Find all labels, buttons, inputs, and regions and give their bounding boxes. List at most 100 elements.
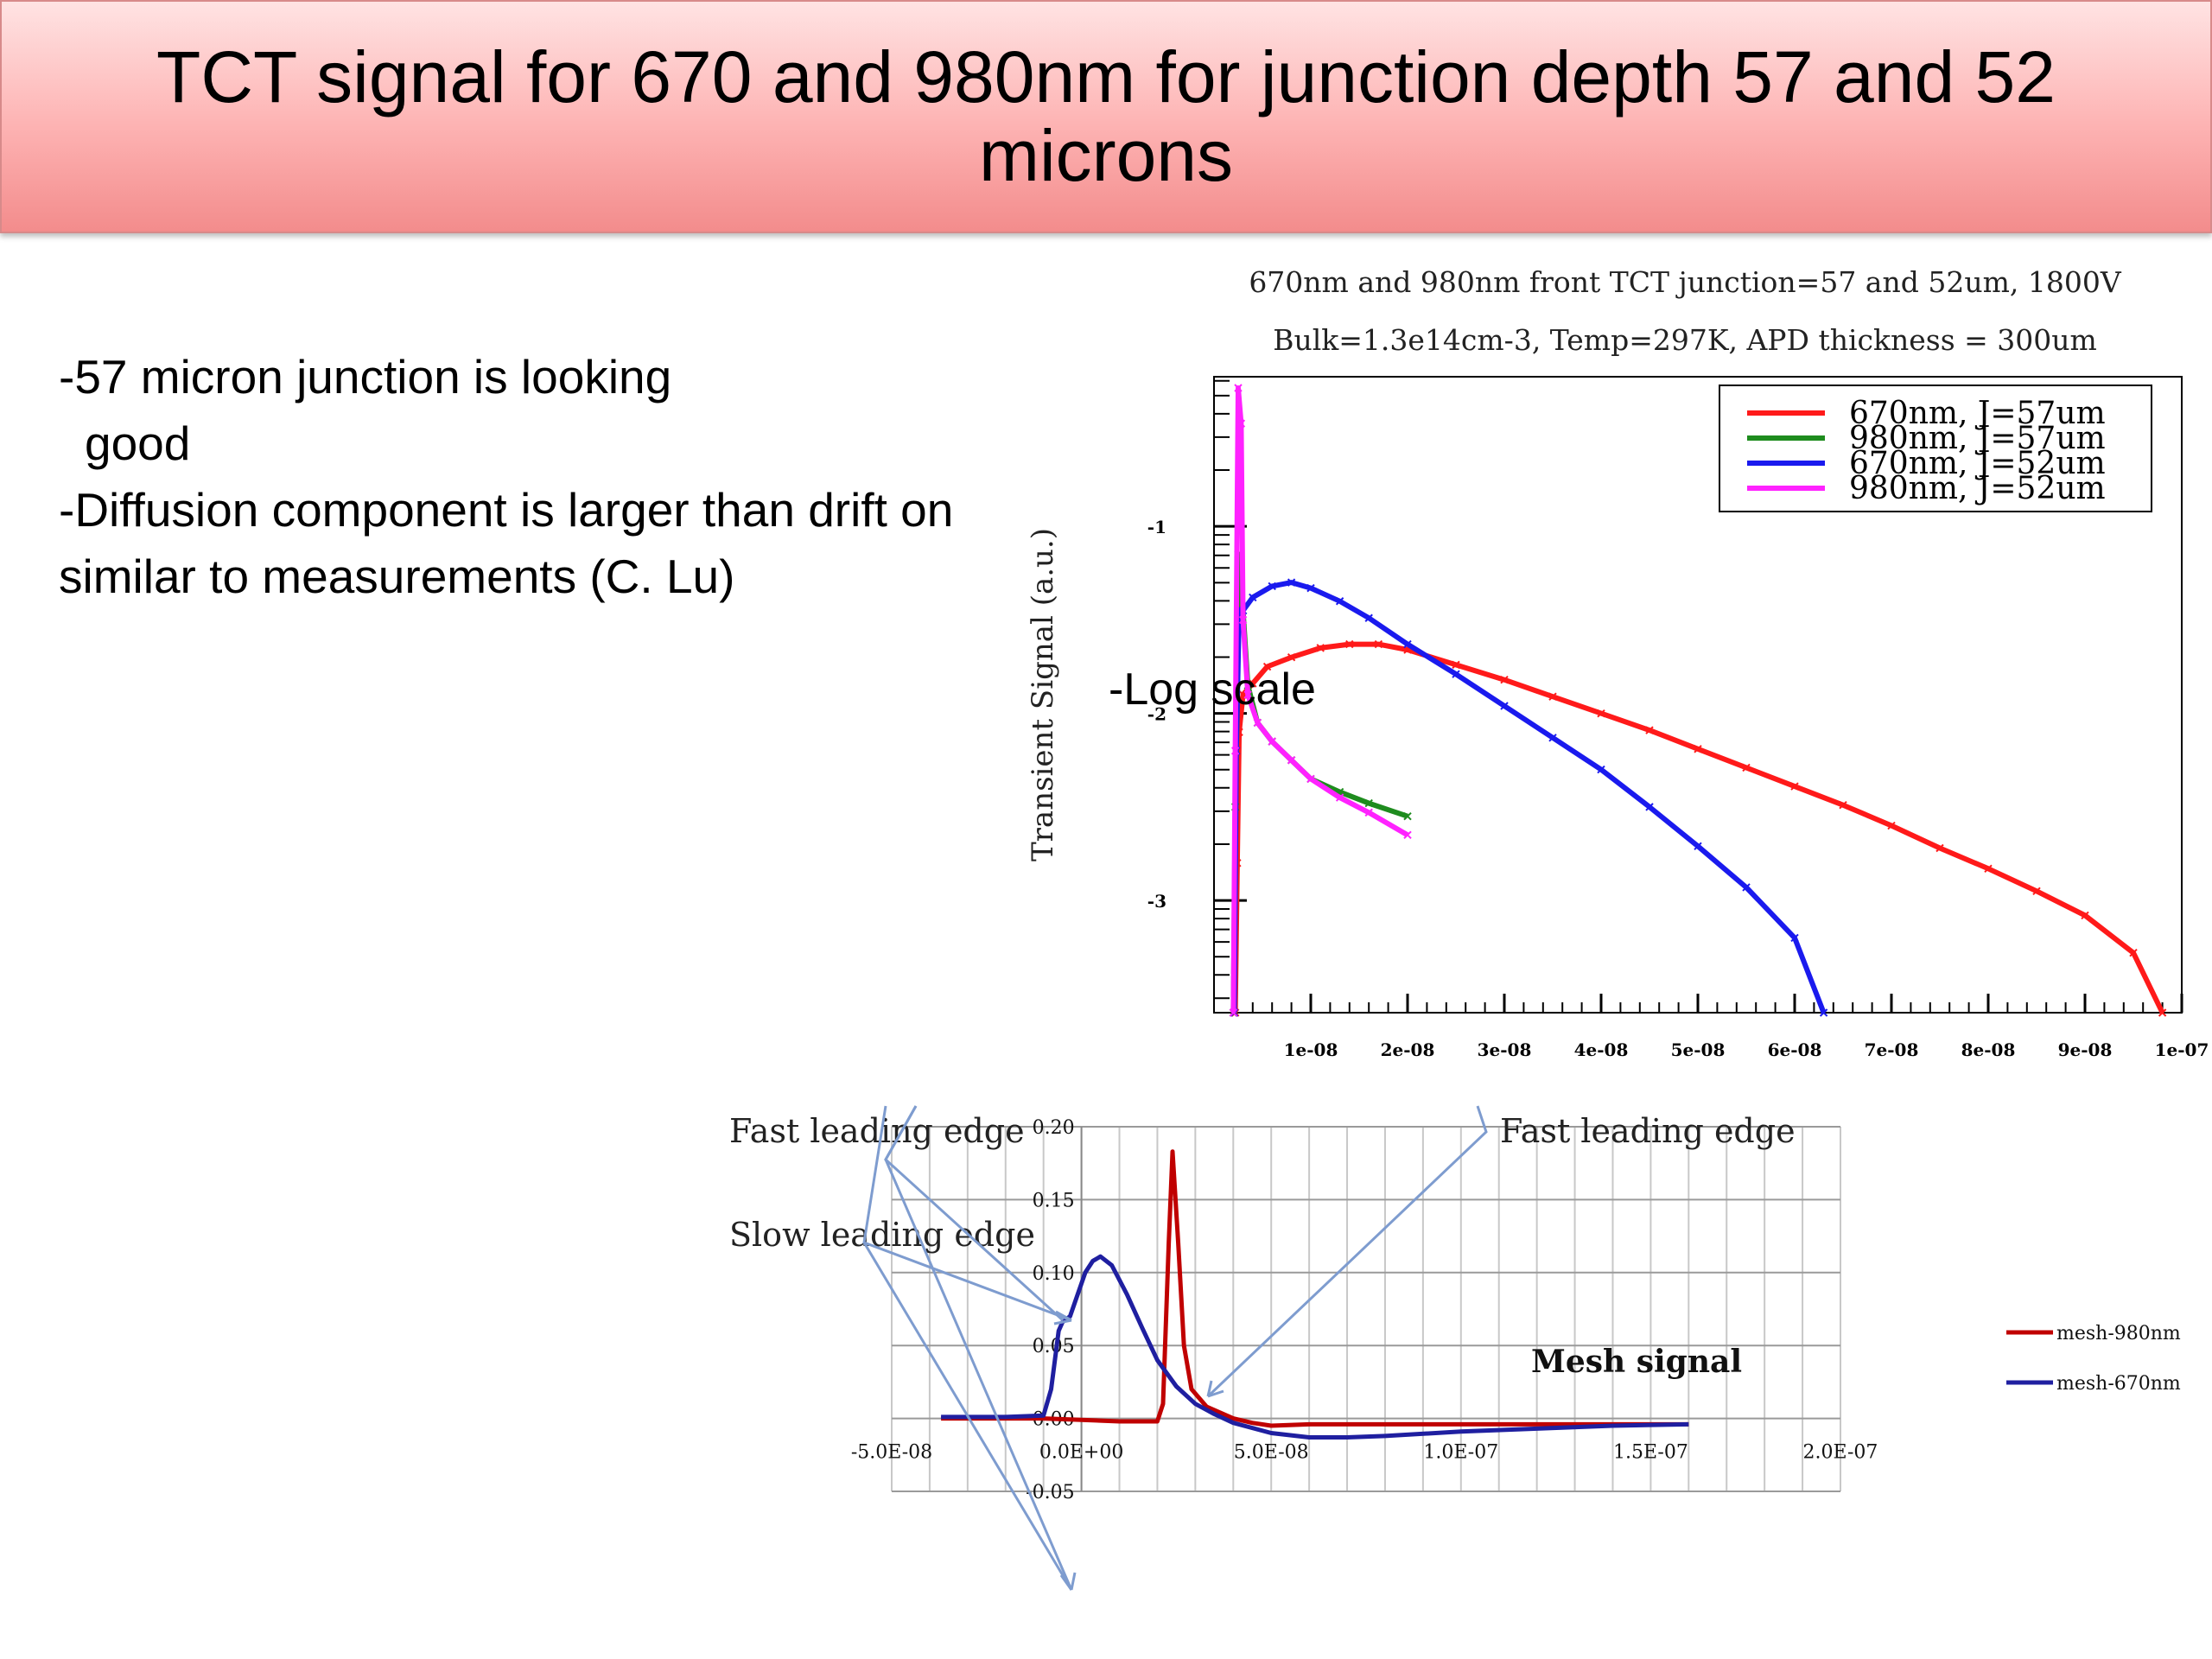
top-x-tick-label: 4e-08 (1574, 1039, 1629, 1060)
bot-series-line-1 (941, 1149, 1689, 1428)
slide-title-bar: TCT signal for 670 and 980nm for junctio… (0, 0, 2212, 233)
top-x-tick-label: 6e-08 (1768, 1039, 1822, 1060)
top-series-marker (1548, 692, 1557, 701)
top-x-tick-label: 5e-08 (1671, 1039, 1726, 1060)
top-series-marker (1742, 763, 1751, 772)
top-legend-label: 670nm, J=52um (1849, 446, 2106, 481)
bot-y-tick-label: 0.05 (1033, 1336, 1075, 1357)
top-series-marker (1345, 639, 1354, 649)
bot-y-tick-label: 0.15 (1033, 1190, 1075, 1211)
fast-leading-edge-label-left: Fast leading edge (729, 1112, 1025, 1150)
top-series-marker (1230, 747, 1240, 755)
top-series-marker (1597, 765, 1605, 774)
top-series-marker (2032, 887, 2041, 896)
top-series-marker (1306, 774, 1315, 784)
top-legend-label: 980nm, J=57um (1849, 421, 2106, 456)
top-series-marker (1364, 808, 1373, 817)
mesh-signal-chart: 0.200.150.100.050.00-0.05-5.0E-08 0.0E+00… (729, 1105, 2181, 1591)
top-series-marker (1500, 702, 1509, 710)
bullet-line-1: -57 micron junction is looking (59, 350, 672, 404)
top-series-marker (1234, 384, 1243, 392)
top-series-marker (1364, 613, 1373, 622)
top-series-marker (1790, 782, 1799, 791)
bullet-line-3: -Diffusion component is larger than drif… (59, 483, 954, 537)
top-series-marker (1268, 582, 1276, 591)
top-series-marker (1645, 726, 1654, 734)
top-series-marker (1287, 578, 1296, 587)
top-series-marker (1839, 801, 1847, 810)
tct-simulation-chart: 670nm and 980nm front TCT junction=57 an… (1026, 265, 2209, 1060)
bot-x-tick-label: 2.0E-07 (1803, 1442, 1878, 1464)
bot-legend-label: mesh-670nm (2056, 1373, 2181, 1395)
callout-arrow (1206, 1380, 1224, 1398)
top-series-marker (1548, 734, 1557, 742)
top-series-marker (1819, 1008, 1828, 1017)
callout-arrow (1206, 1105, 1488, 1398)
top-x-tick-label: 9e-08 (2058, 1039, 2113, 1060)
top-series-marker (1984, 864, 1993, 874)
top-x-tick-label: 7e-08 (1865, 1039, 1919, 1060)
bot-legend-label: mesh-980nm (2056, 1323, 2181, 1344)
top-series-marker (2129, 949, 2138, 957)
top-series-marker (1306, 583, 1315, 593)
bot-x-tick-label: 0.0E+00 (1039, 1442, 1123, 1464)
top-series-marker (1229, 1008, 1238, 1017)
log-scale-label: -Log scale (1109, 664, 1316, 715)
top-series-marker (1364, 798, 1373, 808)
top-series-marker (1403, 830, 1412, 840)
bot-y-tick-label: 0.10 (1033, 1263, 1075, 1285)
mesh-signal-label: Mesh signal (1531, 1344, 1742, 1380)
top-series-marker (1335, 793, 1344, 802)
top-legend-label: 670nm, J=57um (1849, 396, 2106, 431)
top-series-marker (1287, 756, 1296, 765)
top-series-marker (1403, 639, 1412, 649)
top-series-marker (1742, 883, 1751, 892)
top-series-marker (1268, 737, 1276, 746)
top-series-marker (1335, 597, 1344, 606)
fast-leading-edge-label-right: Fast leading edge (1500, 1112, 1796, 1150)
top-series-marker (1500, 675, 1509, 684)
bullet-line-4: similar to measurements (C. Lu) (59, 550, 735, 603)
top-series-marker (1694, 842, 1702, 851)
bot-x-tick-label: 5.0E-08 (1234, 1442, 1309, 1464)
top-series-marker (1452, 660, 1460, 670)
bot-x-tick-label: 1.5E-07 (1613, 1442, 1688, 1464)
bot-x-tick-label: 1.0E-07 (1423, 1442, 1498, 1464)
top-x-tick-label: 1e-07 (2155, 1039, 2209, 1060)
bot-y-tick-label: 0.20 (1033, 1117, 1075, 1139)
top-series-marker (2081, 911, 2089, 920)
bullet-line-2: good (85, 416, 191, 470)
top-series-marker (1887, 821, 1896, 830)
callout-arrow (862, 1242, 1073, 1591)
top-series-marker (1790, 933, 1799, 943)
bot-series-line-2 (941, 1254, 1689, 1440)
top-legend-label: 980nm, J=52um (1849, 471, 2106, 506)
top-series-marker (1262, 662, 1272, 671)
top-series-marker (1253, 718, 1262, 728)
top-series-marker (1374, 639, 1383, 649)
top-y-axis-label: Transient Signal (a.u.) (1026, 528, 1060, 861)
top-series-marker (1936, 843, 1944, 853)
top-x-tick-label: 8e-08 (1961, 1039, 2016, 1060)
bullet-list: -57 micron junction is looking good -Dif… (59, 344, 1087, 610)
top-series-marker (2158, 1008, 2167, 1017)
top-y-tick-label: -2 (1147, 704, 1166, 725)
top-series-marker (1694, 745, 1702, 753)
top-x-tick-label: 3e-08 (1478, 1039, 1532, 1060)
slide-title: TCT signal for 670 and 980nm for junctio… (156, 36, 2056, 196)
callout-arrow (884, 1105, 1073, 1591)
top-x-tick-label: 2e-08 (1381, 1039, 1435, 1060)
top-series-marker (1645, 803, 1654, 811)
top-series-marker (1236, 419, 1246, 428)
top-series-marker (1597, 709, 1605, 718)
top-series-marker (1403, 811, 1412, 821)
top-y-tick-label: -1 (1147, 517, 1166, 537)
top-series-line-1 (1232, 641, 2165, 1014)
top-series-marker (1287, 652, 1296, 662)
top-chart-subtitle: Bulk=1.3e14cm-3, Temp=297K, APD thicknes… (1273, 323, 2097, 357)
top-chart-title: 670nm and 980nm front TCT junction=57 an… (1249, 265, 2122, 299)
top-series-marker (1316, 644, 1325, 652)
bot-x-tick-label: -5.0E-08 (851, 1442, 932, 1464)
top-series-marker (1249, 593, 1257, 602)
top-series-marker (1238, 615, 1248, 625)
